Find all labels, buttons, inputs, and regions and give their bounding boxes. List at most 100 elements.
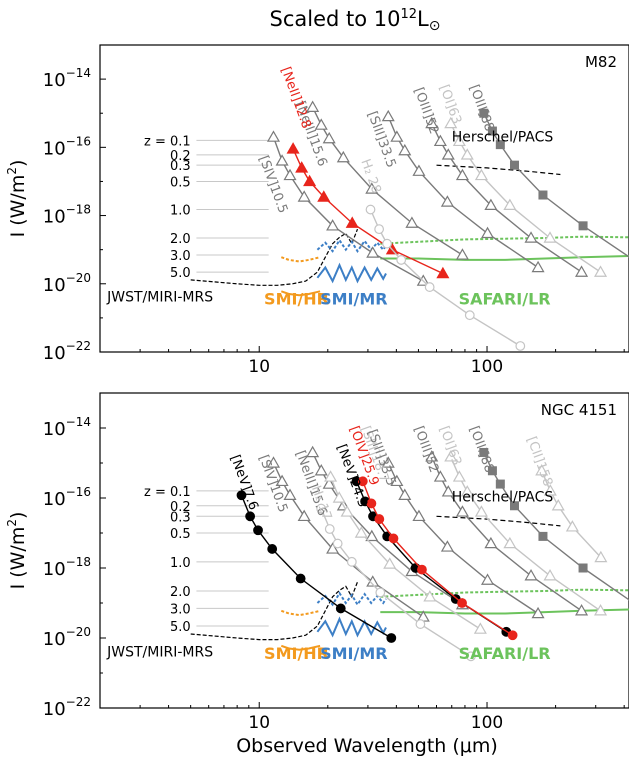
- redshift-label: 0.3: [170, 510, 191, 525]
- series-oiii-88-label: [OIII]88: [466, 83, 497, 134]
- series-oiii-52-label: [OIII]52: [411, 86, 442, 137]
- series-siii-18-7-marker: [423, 590, 437, 602]
- series-cii-158-marker: [535, 464, 549, 476]
- series-siii-18-7-marker: [383, 557, 397, 569]
- series-neii-12-8-label: [NeII]12.8: [278, 65, 314, 131]
- series-oiv-25-9-marker: [374, 514, 385, 524]
- series-oiii-88-marker: [578, 563, 588, 573]
- series-siii-33-5-marker: [398, 488, 412, 500]
- instrument-label-smi-mr: SMI/MR: [320, 644, 387, 663]
- series-siii-18-7-marker: [354, 526, 368, 538]
- series-siv-10-5-marker: [266, 130, 281, 142]
- series-oiii-52-marker: [484, 198, 498, 211]
- series-siii-33-5-marker: [398, 143, 412, 156]
- series-siii-33-5-marker: [381, 456, 395, 468]
- series-neii-12-8-marker: [303, 174, 317, 187]
- series-nev-7-6-marker: [267, 544, 278, 554]
- series-oi-63-marker: [474, 505, 488, 517]
- instrument-label-safari-lr: SAFARI/LR: [459, 289, 551, 308]
- instrument-label-safari-lr: SAFARI/LR: [459, 644, 551, 663]
- series-neii-12-8-marker: [317, 190, 331, 202]
- series-nev-7-6-marker: [245, 511, 256, 522]
- series-h-28-marker: [374, 224, 385, 235]
- series-oi-63-marker: [543, 231, 557, 243]
- series-oiii-52-marker: [575, 265, 589, 277]
- x-tick-label: 100: [471, 357, 503, 377]
- series-neiii-15-6-marker: [306, 100, 320, 112]
- instrument-label-jwst-miri-mrs: JWST/MIRI-MRS: [106, 290, 213, 306]
- series-oiii-52-marker: [425, 116, 439, 129]
- x-axis-label: Observed Wavelength (μm): [236, 735, 498, 757]
- series-neiii-15-6-marker: [314, 118, 328, 130]
- series-siii-18-7-marker: [473, 622, 487, 634]
- y-tick-label: 10−16: [43, 485, 91, 510]
- series-nev-7-6-marker: [386, 633, 397, 643]
- redshift-label: 1.0: [170, 556, 191, 571]
- series-oiv-25-9-marker: [507, 630, 518, 641]
- series-oiii-88-marker: [509, 160, 519, 170]
- y-tick-label: 10−22: [43, 339, 91, 364]
- redshift-label: z = 0.1: [144, 485, 191, 500]
- plot-frame: [99, 392, 629, 709]
- series-siv-10-5-marker: [326, 542, 340, 554]
- series-oiii-52-marker: [425, 450, 439, 462]
- series-siii-33-5-marker: [480, 226, 495, 239]
- series-neiii-15-6-marker: [322, 477, 336, 489]
- instrument-label-herschel-pacs: Herschel/PACS: [452, 489, 554, 505]
- series-oi-63-marker: [503, 198, 517, 211]
- series-oi-63-marker: [452, 134, 466, 147]
- sensitivity-curve-smi-mr: [316, 238, 387, 254]
- y-tick-label: 10−20: [43, 271, 91, 296]
- redshift-label: 2.0: [170, 232, 191, 247]
- series-oiii-52-marker: [455, 168, 469, 181]
- series-oi-63-marker: [594, 265, 608, 277]
- series-cii-158-label: [CII]158: [523, 435, 555, 489]
- series-oi-63-label: [OI]63: [436, 424, 464, 467]
- series-siv-10-5-marker: [297, 190, 311, 202]
- series-siv-10-5-marker: [326, 219, 340, 231]
- series-nev-7-6-marker: [236, 490, 247, 501]
- redshift-label: 5.0: [170, 266, 191, 281]
- series-neiii-15-6-marker: [336, 150, 350, 163]
- series-neiii-15-6-marker: [405, 216, 419, 228]
- instrument-label-jwst-miri-mrs: JWST/MIRI-MRS: [106, 644, 213, 660]
- series-neiii-15-6-marker: [365, 182, 379, 194]
- series-h-17-marker: [375, 587, 386, 598]
- series-siv-10-5-marker: [275, 474, 289, 487]
- series-oi-63-marker: [460, 148, 474, 160]
- instrument-label-smi-hr: SMI/HR: [264, 644, 329, 663]
- redshift-label: 5.0: [170, 620, 191, 635]
- series-oi-63-marker: [543, 569, 557, 581]
- series-neiii-15-6-marker: [455, 248, 469, 260]
- x-tick-label: 10: [248, 713, 270, 733]
- series-h-17-marker: [466, 651, 476, 662]
- series-oiii-88-marker: [509, 501, 519, 511]
- series-oiii-88-marker: [479, 447, 489, 457]
- redshift-label: 3.0: [170, 249, 191, 264]
- series-oiii-88-marker: [487, 466, 497, 476]
- y-axis-label: I (W/m2): [5, 160, 29, 238]
- sensitivity-curve-safari-lr: [380, 588, 629, 598]
- redshift-label: 2.0: [170, 585, 191, 600]
- series-oiii-88-marker: [495, 479, 505, 489]
- series-neii-12-8-marker: [295, 161, 309, 173]
- series-oiv-25-9-marker: [357, 476, 368, 487]
- sensitivity-curve-smi-mr: [316, 591, 387, 607]
- series-h-17-line: [320, 508, 472, 657]
- series-oiii-52-label: [OIII]52: [411, 424, 442, 475]
- series-siii-33-5-marker: [440, 195, 454, 207]
- series-oiv-25-9-marker: [417, 564, 427, 575]
- series-h-28-marker: [515, 341, 526, 351]
- y-tick-label: 10−14: [43, 415, 91, 440]
- series-oiii-88-label: [OIII]88: [466, 424, 497, 475]
- series-cii-158-marker: [543, 484, 557, 496]
- series-neiii-15-6-marker: [322, 131, 336, 144]
- redshift-label: 0.5: [170, 527, 191, 542]
- series-oiii-52-marker: [524, 231, 538, 243]
- redshift-label: z = 0.1: [144, 134, 191, 149]
- series-h-28-marker: [365, 204, 376, 215]
- series-oi-63-marker: [503, 536, 517, 549]
- series-siii-33-5-marker: [390, 130, 404, 142]
- series-siii-18-7-marker: [340, 505, 354, 517]
